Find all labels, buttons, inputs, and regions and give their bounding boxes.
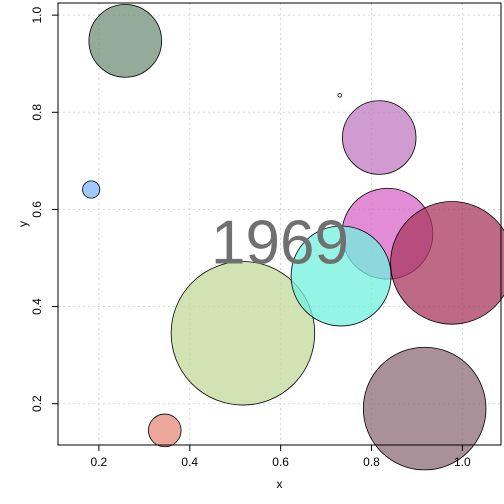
x-tick-label-4: 1.0 bbox=[454, 455, 471, 469]
bubble-3 bbox=[148, 413, 182, 448]
year-annotation: 1969 bbox=[211, 208, 349, 277]
bubble-0 bbox=[88, 4, 162, 78]
x-tick-label-1: 0.4 bbox=[181, 455, 198, 469]
x-tick-label-0: 0.2 bbox=[91, 455, 108, 469]
bubble-9 bbox=[362, 346, 487, 471]
bubble-1 bbox=[82, 180, 101, 199]
y-tick-label-0: 0.2 bbox=[30, 395, 44, 412]
bubbles bbox=[82, 4, 504, 471]
y-tick-label-2: 0.6 bbox=[30, 201, 44, 218]
axes: 0.2 0.4 0.6 0.8 1.0 0.2 0.4 0.6 0.8 1.0 bbox=[30, 6, 471, 469]
y-tick-label-4: 1.0 bbox=[30, 6, 44, 23]
bubble-2 bbox=[337, 93, 342, 98]
x-tick-label-2: 0.6 bbox=[272, 455, 289, 469]
bubble-8 bbox=[290, 225, 392, 327]
y-tick-label-1: 0.4 bbox=[30, 298, 44, 315]
y-axis-title: y bbox=[16, 221, 30, 227]
y-tick-label-3: 0.8 bbox=[30, 104, 44, 121]
bubble-7 bbox=[390, 201, 504, 325]
x-tick-label-3: 0.8 bbox=[363, 455, 380, 469]
bubble-5 bbox=[342, 100, 417, 175]
bubble-4 bbox=[170, 261, 316, 406]
x-axis-title: x bbox=[277, 477, 283, 491]
plot-frame bbox=[57, 2, 502, 446]
